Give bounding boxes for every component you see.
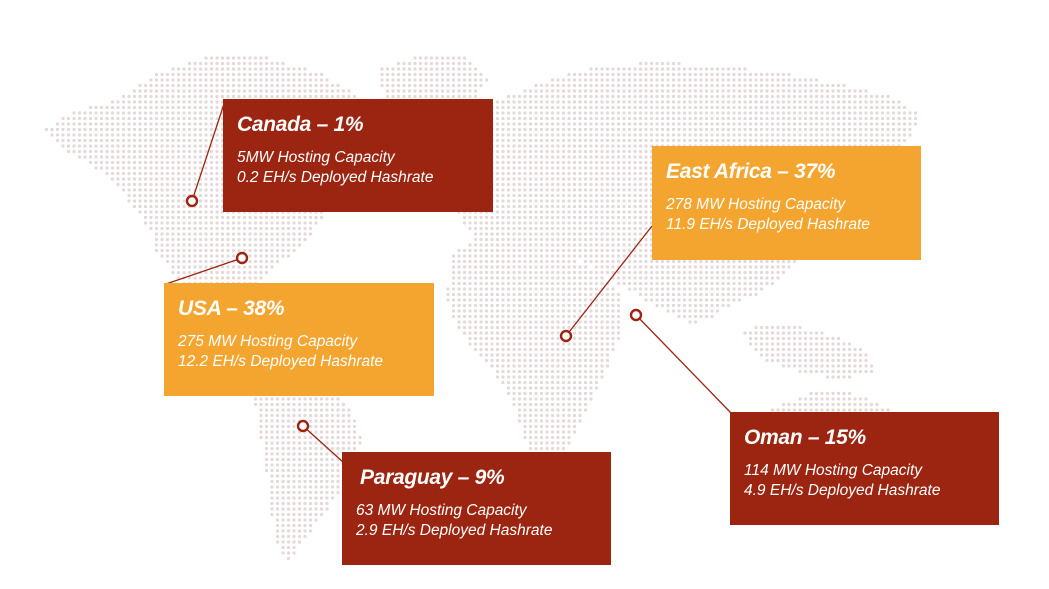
location-markers	[185, 194, 643, 433]
marker-usa[interactable]	[235, 251, 249, 265]
hosting-capacity: 63 MW Hosting Capacity	[356, 502, 527, 519]
hosting-capacity: 278 MW Hosting Capacity	[666, 196, 846, 213]
leader-lines	[165, 103, 732, 463]
marker-oman[interactable]	[629, 308, 643, 322]
leader-line-oman	[635, 314, 732, 414]
leader-line-paraguay	[302, 425, 344, 463]
region-card-east-africa: East Africa – 37% 278 MW Hosting Capacit…	[652, 146, 921, 260]
leader-line-canada	[191, 103, 225, 202]
hosting-capacity: 114 MW Hosting Capacity	[744, 462, 923, 479]
region-card-usa: USA – 38% 275 MW Hosting Capacity 12.2 E…	[164, 283, 434, 396]
marker-canada[interactable]	[185, 194, 199, 208]
hosting-capacity: 5MW Hosting Capacity	[237, 149, 395, 166]
region-title: Canada – 1%	[237, 113, 364, 136]
hosting-capacity: 275 MW Hosting Capacity	[178, 333, 358, 350]
deployed-hashrate: 0.2 EH/s Deployed Hashrate	[237, 169, 434, 186]
marker-paraguay[interactable]	[296, 419, 310, 433]
marker-east-africa[interactable]	[559, 329, 573, 343]
region-title: Paraguay – 9%	[360, 466, 505, 489]
deployed-hashrate: 4.9 EH/s Deployed Hashrate	[744, 482, 941, 499]
deployed-hashrate: 12.2 EH/s Deployed Hashrate	[178, 353, 384, 370]
deployed-hashrate: 11.9 EH/s Deployed Hashrate	[666, 216, 870, 233]
leader-line-usa	[165, 257, 243, 285]
region-title: Oman – 15%	[744, 426, 866, 449]
region-card-canada: Canada – 1% 5MW Hosting Capacity 0.2 EH/…	[223, 99, 493, 212]
leader-line-east-africa	[565, 225, 653, 337]
deployed-hashrate: 2.9 EH/s Deployed Hashrate	[356, 522, 553, 539]
region-card-paraguay: Paraguay – 9% 63 MW Hosting Capacity 2.9…	[342, 452, 611, 565]
region-title: USA – 38%	[178, 297, 285, 320]
region-title: East Africa – 37%	[666, 160, 836, 183]
region-card-oman: Oman – 15% 114 MW Hosting Capacity 4.9 E…	[730, 412, 999, 525]
